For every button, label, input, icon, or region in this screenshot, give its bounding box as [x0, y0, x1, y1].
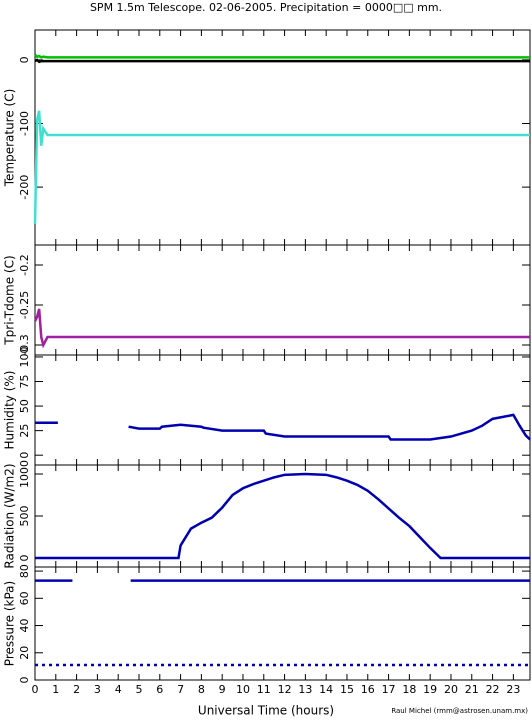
x-tick-label: 13: [298, 683, 312, 696]
y-tick-label: 75: [18, 375, 31, 389]
x-tick-label: 23: [506, 683, 520, 696]
x-tick-label: 17: [382, 683, 396, 696]
x-tick-label: 4: [115, 683, 122, 696]
y-axis-label: Temperature (C): [3, 89, 17, 188]
series-line: [35, 472, 530, 560]
x-tick-label: 19: [423, 683, 437, 696]
y-tick-label: 50: [18, 399, 31, 413]
x-tick-label: 11: [257, 683, 271, 696]
series-line: [34, 53, 530, 59]
y-axis-label: Pressure (kPa): [3, 581, 17, 666]
y-axis-label: Tpri-Tdome (C): [3, 255, 17, 345]
y-tick-label: 1000: [18, 460, 31, 488]
x-tick-label: 15: [340, 683, 354, 696]
y-tick-label: 0: [18, 677, 31, 684]
x-tick-label: 5: [135, 683, 142, 696]
y-tick-label: 60: [18, 591, 31, 605]
series-line: [34, 58, 530, 64]
series-line: [35, 413, 531, 441]
y-tick-label: 0: [18, 56, 31, 63]
x-tick-label: 0: [32, 683, 39, 696]
y-tick-label: 0: [18, 452, 31, 459]
x-tick-label: 16: [361, 683, 375, 696]
series-line: [33, 308, 530, 349]
plot-frame: [34, 354, 531, 466]
x-tick-label: 3: [94, 683, 101, 696]
y-tick-label: 20: [18, 646, 31, 660]
y-tick-label: 80: [18, 564, 31, 578]
x-tick-label: 8: [198, 683, 205, 696]
credit: Raul Michel (rmm@astrosen.unam.mx): [391, 707, 528, 715]
y-axis-label: Radiation (W/m2): [3, 463, 17, 568]
x-tick-label: 6: [156, 683, 163, 696]
y-tick-label: 500: [18, 506, 31, 527]
x-axis-label: Universal Time (hours): [198, 704, 334, 718]
x-tick-label: 20: [444, 683, 458, 696]
plot-frame: [34, 566, 531, 681]
series-line: [33, 110, 530, 225]
y-tick-label: -100: [18, 111, 31, 136]
plot-frame: [34, 464, 531, 568]
y-axis-label: Humidity (%): [3, 371, 17, 450]
y-tick-label: -200: [18, 175, 31, 200]
y-tick-label: 25: [18, 424, 31, 438]
x-tick-label: 22: [486, 683, 500, 696]
x-tick-label: 2: [73, 683, 80, 696]
y-tick-label: 0: [18, 555, 31, 562]
x-tick-label: 1: [52, 683, 59, 696]
plot-frame: [34, 244, 531, 356]
x-tick-label: 12: [278, 683, 292, 696]
x-tick-label: 18: [402, 683, 416, 696]
x-tick-label: 7: [177, 683, 184, 696]
x-tick-label: 9: [219, 683, 226, 696]
y-tick-label: 100: [18, 346, 31, 367]
x-tick-label: 14: [319, 683, 333, 696]
y-tick-label: -0.25: [18, 291, 31, 319]
x-tick-label: 21: [465, 683, 479, 696]
y-tick-label: 40: [18, 619, 31, 633]
y-tick-label: -0.2: [18, 254, 31, 275]
chart-title: SPM 1.5m Telescope. 02-06-2005. Precipit…: [90, 1, 442, 14]
x-tick-label: 10: [236, 683, 250, 696]
y-tick-label: -0.3: [18, 334, 31, 355]
